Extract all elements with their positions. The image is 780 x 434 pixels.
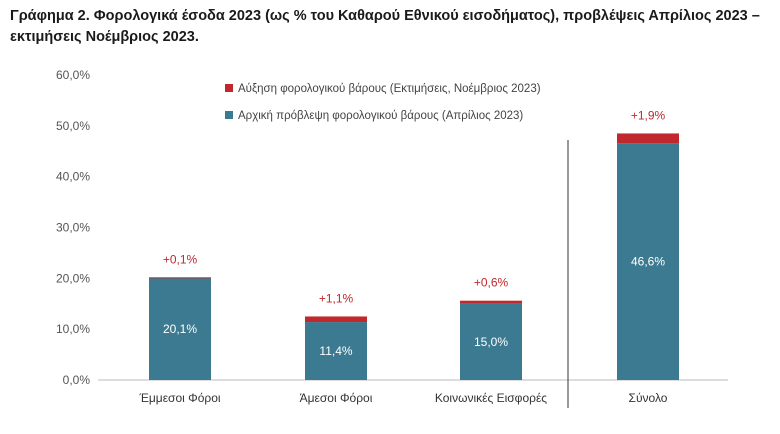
legend-swatch (225, 84, 233, 92)
bar-increase (617, 133, 679, 144)
y-tick-label: 60,0% (56, 68, 90, 82)
legend: Αύξηση φορολογικού βάρους (Εκτιμήσεις, Ν… (225, 83, 541, 122)
bar-base (149, 277, 211, 380)
bar-increase-label: +1,9% (631, 108, 666, 122)
bar-base (617, 143, 679, 380)
legend-swatch (225, 111, 233, 119)
bar-base (305, 322, 367, 380)
y-tick-label: 10,0% (56, 322, 90, 336)
bar-increase (305, 316, 367, 323)
bar-increase-label: +1,1% (319, 291, 354, 305)
y-axis-ticks: 0,0% 10,0% 20,0% 30,0% 40,0% 50,0% 60,0% (56, 68, 90, 387)
y-tick-label: 40,0% (56, 170, 90, 184)
legend-label: Αύξηση φορολογικού βάρους (Εκτιμήσεις, Ν… (238, 83, 541, 95)
bar-base-label: 46,6% (631, 255, 665, 269)
bars-group: 20,1% +0,1% Έμμεσοι Φόροι 11,4% +1,1% Άμεσοι … (138, 108, 679, 405)
y-tick-label: 0,0% (63, 373, 91, 387)
bar-base-label: 20,1% (163, 322, 197, 336)
bar-base-label: 15,0% (474, 335, 508, 349)
x-category-label: Κοινωνικές Εισφορές (435, 391, 547, 405)
legend-label: Αρχική πρόβλεψη φορολογικού βάρους (Απρί… (238, 110, 523, 122)
y-tick-label: 50,0% (56, 119, 90, 133)
x-category-label: Άμεσοι Φόροι (300, 391, 373, 405)
bar-increase (460, 300, 522, 304)
bar-increase-label: +0,6% (474, 276, 509, 290)
bar-increase (149, 277, 211, 279)
y-tick-label: 20,0% (56, 271, 90, 285)
bar-base (460, 303, 522, 380)
x-category-label: Έμμεσοι Φόροι (138, 391, 220, 405)
bar-base-label: 11,4% (319, 344, 352, 358)
y-tick-label: 30,0% (56, 221, 90, 235)
bar-increase-label: +0,1% (163, 252, 198, 266)
x-category-label: Σύνολο (629, 391, 668, 405)
chart-title: Γράφημα 2. Φορολογικά έσοδα 2023 (ως % τ… (10, 8, 760, 45)
